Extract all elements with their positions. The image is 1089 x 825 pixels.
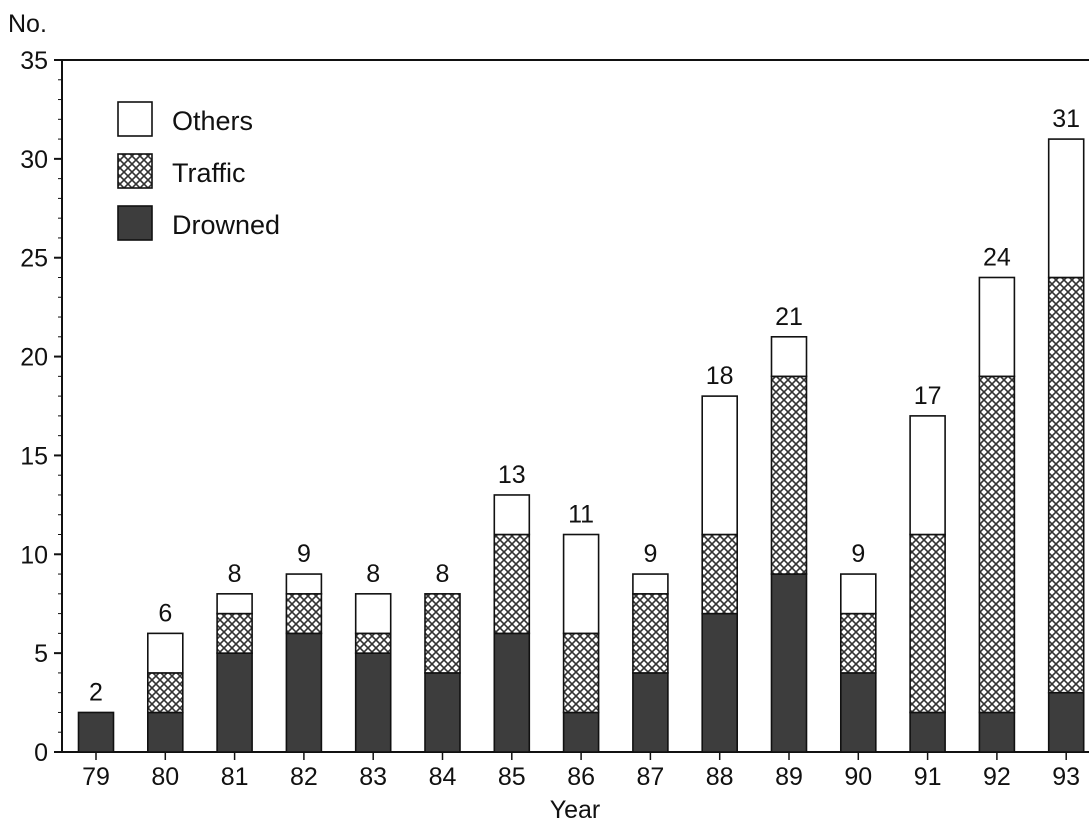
x-tick-label: 81 <box>221 763 249 791</box>
bar-segment-drowned <box>839 672 877 753</box>
bar-total-label: 24 <box>983 243 1011 271</box>
bar-segment-traffic <box>701 533 739 615</box>
bar-total-label: 8 <box>228 560 242 588</box>
legend-swatch-drowned <box>117 205 153 241</box>
bar-total-label: 2 <box>89 678 103 706</box>
bar-segment-others <box>770 335 808 378</box>
bar-segment-traffic <box>909 533 946 714</box>
bar-segment-traffic <box>216 612 253 654</box>
x-tick-label: 91 <box>914 763 942 791</box>
x-tick-label: 88 <box>706 763 734 791</box>
bar-segment-traffic <box>839 612 877 674</box>
bar-total-label: 9 <box>643 540 657 568</box>
bar-total-label: 6 <box>158 599 172 627</box>
bar-total-label: 9 <box>851 540 865 568</box>
bar-segment-drowned <box>424 672 461 753</box>
x-tick-label: 83 <box>359 763 387 791</box>
x-tick-label: 82 <box>290 763 318 791</box>
y-tick-label: 35 <box>20 47 48 75</box>
y-tick-label: 15 <box>20 442 48 470</box>
bar-segment-traffic <box>770 375 808 575</box>
y-tick-label: 20 <box>20 344 48 372</box>
bar-segment-others <box>978 276 1016 378</box>
bar-segment-others <box>839 573 877 615</box>
bar-segment-drowned <box>285 632 323 753</box>
bar-segment-others <box>216 593 253 615</box>
bar-segment-drowned <box>1047 691 1085 753</box>
bar-total-label: 21 <box>775 303 803 331</box>
x-axis-label: Year <box>550 796 601 824</box>
x-tick-label: 84 <box>429 763 457 791</box>
legend-swatch-others <box>117 101 153 137</box>
x-tick-label: 93 <box>1052 763 1080 791</box>
bar-segment-others <box>493 494 531 536</box>
x-tick-label: 89 <box>775 763 803 791</box>
x-tick-label: 92 <box>983 763 1011 791</box>
bar-segment-traffic <box>978 375 1016 714</box>
bar-segment-drowned <box>770 573 808 753</box>
bar-segment-drowned <box>909 711 946 753</box>
legend-label-traffic: Traffic <box>172 158 246 188</box>
bar-total-label: 11 <box>568 501 594 529</box>
bar-total-label: 8 <box>436 560 450 588</box>
bar-segment-traffic <box>562 632 600 714</box>
bar-segment-others <box>285 573 323 595</box>
bar-segment-drowned <box>701 612 739 753</box>
bar-segment-drowned <box>978 711 1016 753</box>
bar-segment-others <box>354 593 392 635</box>
y-tick-label: 0 <box>34 739 48 767</box>
x-tick-label: 80 <box>151 763 179 791</box>
bar-segment-others <box>562 533 600 635</box>
bar-total-label: 13 <box>498 461 526 489</box>
bar-total-label: 31 <box>1052 105 1080 133</box>
bar-segment-traffic <box>424 593 461 674</box>
bar-segment-others <box>909 415 946 536</box>
bar-segment-traffic <box>493 533 531 635</box>
y-tick-label: 5 <box>34 640 48 668</box>
bar-segment-traffic <box>632 593 669 674</box>
bar-total-label: 17 <box>914 382 942 410</box>
bar-segment-traffic <box>147 672 184 714</box>
bar-total-label: 9 <box>297 540 311 568</box>
bar-segment-traffic <box>354 632 392 654</box>
x-tick-label: 90 <box>844 763 872 791</box>
y-tick-label: 10 <box>20 541 48 569</box>
y-tick-label: 25 <box>20 245 48 273</box>
legend-swatch-traffic <box>117 153 153 189</box>
x-tick-label: 87 <box>636 763 664 791</box>
bar-segment-drowned <box>493 632 531 753</box>
bar-segment-others <box>1047 138 1085 279</box>
y-tick-label: 30 <box>20 146 48 174</box>
bar-segment-drowned <box>216 652 253 753</box>
bar-segment-traffic <box>285 593 323 635</box>
legend-label-drowned: Drowned <box>172 210 280 240</box>
bar-segment-drowned <box>147 711 184 753</box>
plot-area: 0 5 10 15 20 25 30 35 2 79 6 80 8 81 9 82 8 83 8 84 13 85 11 86… <box>20 47 1089 791</box>
x-tick-label: 85 <box>498 763 526 791</box>
bar-segment-drowned <box>632 672 669 753</box>
bar-segment-others <box>701 395 739 536</box>
bar-segment-others <box>632 573 669 595</box>
legend-label-others: Others <box>172 106 253 136</box>
bar-segment-drowned <box>562 711 600 753</box>
bar-segment-drowned <box>77 711 115 753</box>
y-axis-label: No. <box>8 10 47 38</box>
bar-segment-drowned <box>354 652 392 753</box>
x-tick-label: 86 <box>567 763 595 791</box>
x-tick-label: 79 <box>82 763 110 791</box>
bar-segment-traffic <box>1047 276 1085 694</box>
bar-segment-others <box>147 632 184 674</box>
bar-total-label: 18 <box>706 362 734 390</box>
bar-total-label: 8 <box>366 560 380 588</box>
